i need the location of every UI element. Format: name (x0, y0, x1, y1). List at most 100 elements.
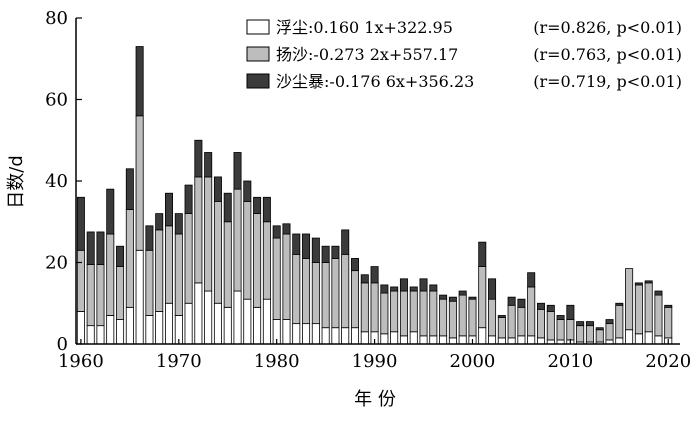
bar-shachenbao-2002 (488, 278, 497, 300)
bar-fuchen-2017 (634, 333, 643, 345)
bar-fuchen-1963 (106, 315, 115, 345)
bar-shachenbao-2006 (527, 272, 536, 288)
bar-fuchen-2018 (644, 331, 653, 345)
bar-yangsha-1976 (233, 188, 242, 292)
bar-fuchen-2015 (615, 337, 624, 345)
bar-fuchen-2003 (497, 337, 506, 345)
bar-yangsha-1968 (155, 229, 164, 312)
bar-yangsha-1974 (213, 200, 222, 304)
bar-fuchen-1987 (341, 327, 350, 345)
bar-shachenbao-1997 (439, 294, 448, 300)
bar-fuchen-2007 (536, 337, 545, 345)
bar-shachenbao-1991 (380, 284, 389, 294)
bar-yangsha-1984 (311, 262, 320, 325)
legend-equation-fuchen: :0.160 1x+322.95 (308, 18, 453, 37)
bar-yangsha-1965 (125, 209, 134, 308)
bar-yangsha-2011 (576, 325, 585, 343)
bar-yangsha-2018 (644, 282, 653, 333)
y-tick-label-0: 0 (57, 334, 68, 355)
y-tick-label-20: 20 (45, 253, 68, 274)
bar-shachenbao-1996 (429, 284, 438, 292)
bar-shachenbao-2008 (546, 304, 555, 312)
bar-yangsha-1989 (360, 282, 369, 333)
bar-shachenbao-1971 (184, 184, 193, 215)
bar-yangsha-1994 (409, 290, 418, 333)
bar-yangsha-2007 (536, 308, 545, 339)
bar-shachenbao-1981 (282, 223, 291, 235)
bar-shachenbao-1963 (106, 188, 115, 235)
bar-fuchen-1964 (116, 319, 125, 345)
bar-shachenbao-1962 (96, 231, 105, 265)
bar-shachenbao-2009 (556, 315, 565, 320)
x-tick-label-2010: 2010 (547, 351, 593, 372)
bar-fuchen-1978 (253, 306, 262, 345)
y-tick-label-40: 40 (45, 171, 68, 192)
bar-yangsha-2013 (595, 329, 604, 343)
bar-shachenbao-1966 (135, 46, 144, 117)
bar-yangsha-1987 (341, 253, 350, 329)
x-tick-label-1960: 1960 (58, 351, 104, 372)
bar-fuchen-1981 (282, 319, 291, 345)
bars (76, 46, 673, 345)
bar-yangsha-2012 (585, 325, 594, 343)
bar-shachenbao-1984 (311, 237, 320, 263)
bar-yangsha-1999 (458, 294, 467, 337)
legend-label-fuchen: 浮尘 (276, 18, 308, 37)
legend-swatch-fuchen (246, 19, 270, 35)
bar-shachenbao-1989 (360, 274, 369, 284)
bar-shachenbao-2003 (497, 315, 506, 318)
bar-shachenbao-1985 (321, 245, 330, 263)
bar-fuchen-1965 (125, 306, 134, 345)
bar-shachenbao-2012 (585, 321, 594, 327)
bar-fuchen-1989 (360, 331, 369, 345)
bar-shachenbao-1978 (253, 196, 262, 215)
bar-yangsha-1960 (76, 249, 85, 312)
svg-text:沙尘暴:-0.176 6x+356.23: 沙尘暴:-0.176 6x+356.23 (276, 72, 474, 91)
bar-shachenbao-2011 (576, 321, 585, 327)
ticks: 0 20 40 60 80 1960 1970 1980 1990 2000 2010 2020 (45, 8, 691, 372)
bar-shachenbao-1999 (458, 290, 467, 296)
bar-shachenbao-2007 (536, 302, 545, 310)
bar-fuchen-2019 (654, 335, 663, 345)
bar-yangsha-2000 (468, 298, 477, 337)
bar-shachenbao-2005 (517, 298, 526, 308)
bar-yangsha-2006 (527, 286, 536, 337)
bar-yangsha-1962 (96, 264, 105, 327)
bar-yangsha-1978 (253, 213, 262, 308)
bar-yangsha-1991 (380, 292, 389, 335)
bar-fuchen-1986 (331, 327, 340, 345)
bar-yangsha-1996 (429, 290, 438, 337)
bar-shachenbao-1975 (223, 192, 232, 223)
bar-yangsha-1998 (448, 300, 457, 339)
bar-yangsha-1972 (194, 176, 203, 284)
bar-fuchen-1961 (86, 325, 95, 345)
bar-yangsha-1971 (184, 213, 193, 304)
bar-fuchen-1968 (155, 310, 164, 345)
bar-shachenbao-2017 (634, 282, 643, 286)
bar-shachenbao-2004 (507, 296, 516, 306)
bar-fuchen-1969 (164, 302, 173, 345)
bar-yangsha-1967 (145, 249, 154, 316)
bar-yangsha-1979 (262, 221, 271, 300)
bar-fuchen-1994 (409, 331, 418, 345)
bar-shachenbao-1983 (302, 233, 311, 259)
bar-shachenbao-1960 (76, 196, 85, 251)
bar-shachenbao-1969 (164, 192, 173, 227)
bar-shachenbao-1998 (448, 296, 457, 302)
y-tick-label-60: 60 (45, 90, 68, 111)
bar-fuchen-1966 (135, 249, 144, 345)
bar-shachenbao-2014 (605, 319, 614, 325)
legend-item-shachenbao: 沙尘暴:-0.176 6x+356.23 (r=0.719, p<0.01) (246, 72, 682, 91)
bar-fuchen-1991 (380, 333, 389, 345)
bar-fuchen-1998 (448, 337, 457, 345)
bar-fuchen-1971 (184, 302, 193, 345)
bar-fuchen-2005 (517, 335, 526, 345)
bar-shachenbao-1992 (390, 286, 399, 292)
bar-yangsha-2015 (615, 304, 624, 339)
bar-yangsha-1973 (204, 176, 213, 292)
bar-yangsha-2005 (517, 306, 526, 337)
x-axis-title: 年 份 (354, 389, 396, 410)
bar-fuchen-1999 (458, 335, 467, 345)
bar-shachenbao-1968 (155, 213, 164, 231)
